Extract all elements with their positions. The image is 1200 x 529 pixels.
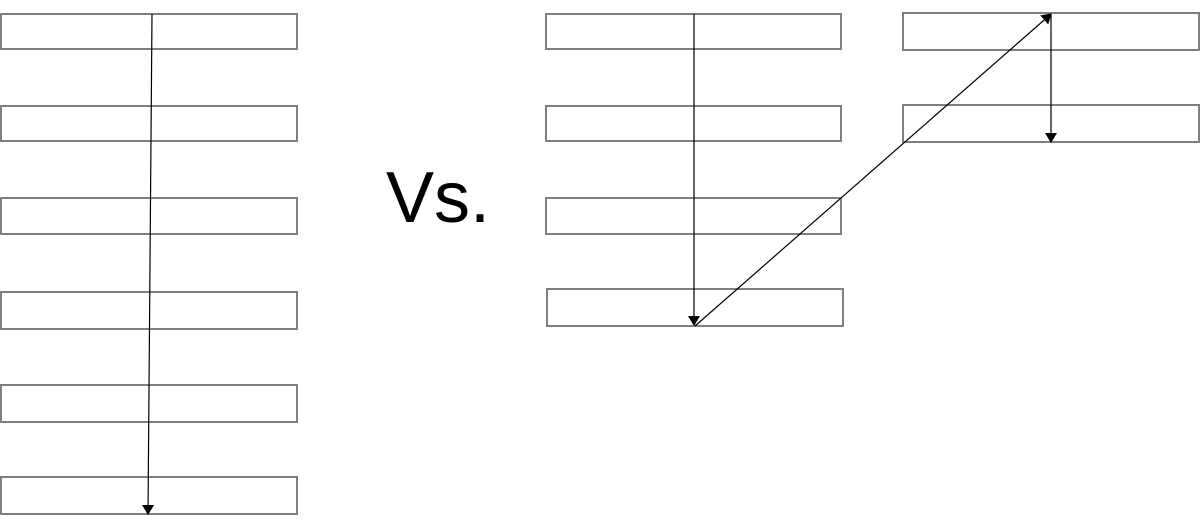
row-box — [0, 197, 298, 235]
row-box — [0, 476, 298, 515]
multi-column-layout — [545, 12, 1200, 327]
row-box — [0, 13, 298, 50]
row-box — [0, 105, 298, 142]
single-column-layout — [0, 13, 298, 515]
column-jump-arrow — [694, 13, 1052, 327]
reading-order-arrow — [142, 13, 155, 515]
row-box — [546, 288, 844, 327]
comparison-label: Vs. — [386, 158, 490, 238]
